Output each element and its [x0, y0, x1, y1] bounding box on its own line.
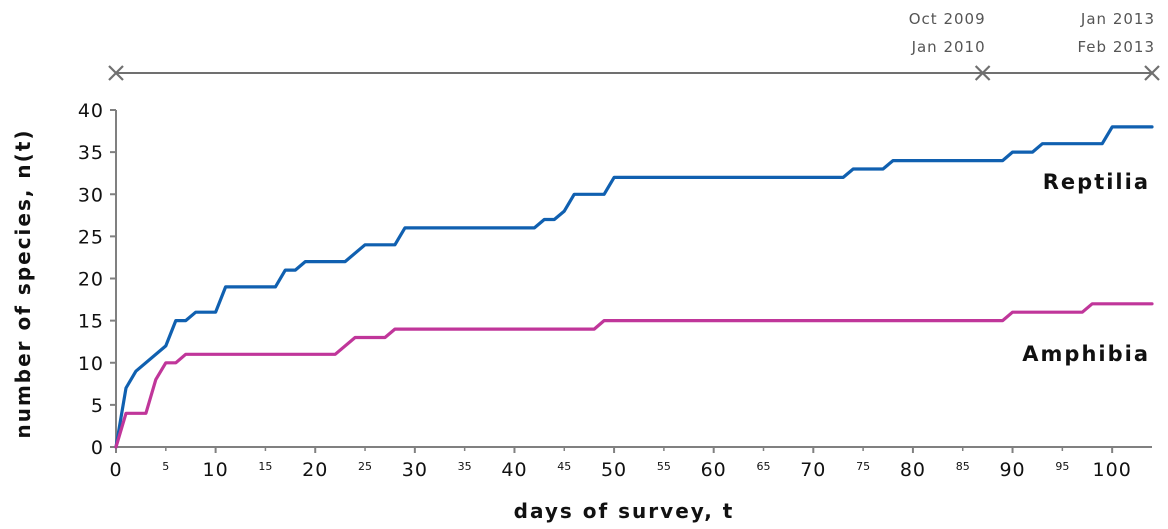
x-minor-tick-label-85: 85 — [956, 460, 970, 473]
y-tick-label-20: 20 — [78, 269, 104, 291]
x-tick-label-60: 60 — [701, 459, 727, 481]
x-minor-tick-label-15: 15 — [258, 460, 272, 473]
period-label-2-line2: Feb 2013 — [1078, 38, 1156, 56]
series-lines — [114, 125, 1154, 449]
period-label-1-line1: Oct 2009 — [909, 10, 986, 28]
period-label-1-line2: Jan 2010 — [911, 38, 986, 56]
series-line-reptilia — [114, 125, 1154, 449]
survey-timeline: Oct 2009 Jan 2010 Jan 2013 Feb 2013 — [108, 10, 1160, 81]
x-tick-label-50: 50 — [601, 459, 627, 481]
period-label-2-line1: Jan 2013 — [1080, 10, 1155, 28]
x-tick-label-0: 0 — [109, 459, 122, 481]
axes: 0 5 10 15 20 25 30 35 40 0 10 20 30 40 50 60 70 80 90 100 5 1… — [78, 100, 1152, 481]
x-minor-tick-label-25: 25 — [358, 460, 372, 473]
x-minor-tick-label-35: 35 — [458, 460, 472, 473]
y-tick-label-0: 0 — [91, 437, 104, 459]
timeline-marker-1 — [974, 65, 991, 81]
y-tick-label-25: 25 — [78, 226, 104, 248]
x-tick-label-30: 30 — [402, 459, 428, 481]
timeline-marker-0 — [108, 65, 124, 81]
x-tick-label-80: 80 — [900, 459, 926, 481]
x-tick-label-20: 20 — [302, 459, 328, 481]
y-tick-label-40: 40 — [78, 100, 104, 122]
timeline-marker-2 — [1144, 65, 1160, 81]
x-minor-tick-label-75: 75 — [856, 460, 870, 473]
y-tick-label-30: 30 — [78, 184, 104, 206]
x-tick-label-40: 40 — [501, 459, 527, 481]
y-tick-label-35: 35 — [78, 142, 104, 164]
series-label-amphibia: Amphibia — [1022, 342, 1150, 366]
series-line-amphibia — [114, 302, 1154, 449]
x-minor-tick-label-45: 45 — [557, 460, 571, 473]
series-label-reptilia: Reptilia — [1043, 170, 1150, 194]
labels: days of survey, t number of species, n(t)… — [11, 128, 1150, 523]
x-axis-title: days of survey, t — [514, 499, 735, 523]
x-tick-label-100: 100 — [1093, 459, 1132, 481]
x-tick-label-70: 70 — [800, 459, 826, 481]
x-tick-label-10: 10 — [203, 459, 229, 481]
x-minor-tick-label-5: 5 — [162, 460, 169, 473]
x-minor-tick-label-65: 65 — [757, 460, 771, 473]
y-tick-label-10: 10 — [78, 353, 104, 375]
y-tick-label-5: 5 — [91, 395, 104, 417]
x-tick-label-90: 90 — [999, 459, 1025, 481]
x-minor-tick-label-55: 55 — [657, 460, 671, 473]
y-axis-title: number of species, n(t) — [11, 128, 35, 438]
y-tick-label-15: 15 — [78, 311, 104, 333]
x-minor-tick-label-95: 95 — [1055, 460, 1069, 473]
